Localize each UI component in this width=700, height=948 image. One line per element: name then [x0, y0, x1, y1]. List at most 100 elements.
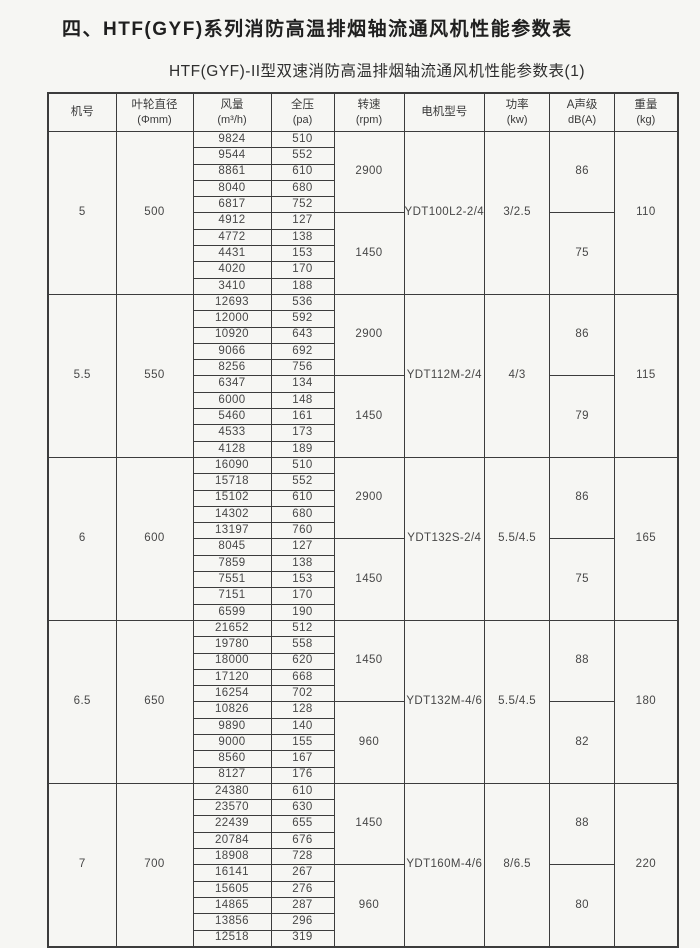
airflow-cell: 10826: [192, 701, 272, 719]
airflow-cell: 12000: [192, 310, 272, 328]
header-label: 电机型号: [421, 106, 468, 119]
impeller-diameter-cell: 500: [115, 131, 194, 295]
airflow-cell: 17120: [192, 668, 272, 687]
airflow-cell: 7859: [192, 554, 272, 573]
impeller-diameter-cell: 700: [115, 782, 194, 948]
airflow-cell: 8256: [192, 359, 272, 377]
header-label: 重量: [634, 98, 658, 111]
pressure-cell: 536: [270, 293, 335, 312]
speed-cell: 2900: [333, 456, 405, 540]
speed-cell: 2900: [333, 293, 405, 377]
pressure-cell: 127: [270, 212, 335, 230]
table-row: 20784 676: [48, 831, 678, 850]
noise-level-cell: 75: [549, 538, 616, 621]
airflow-cell: 24380: [192, 782, 272, 801]
pressure-cell: 140: [270, 717, 335, 735]
table-row: 3410 188: [48, 277, 678, 295]
header-unit: (pa): [292, 113, 313, 126]
weight-cell: 115: [614, 293, 679, 458]
airflow-cell: 16141: [192, 864, 272, 882]
pressure-cell: 552: [270, 473, 335, 491]
table-row: 16254 702: [48, 685, 678, 703]
pressure-cell: 610: [270, 163, 335, 181]
table-body: 5 500 9824 510 2900 YDT100L2-2/4 3/2.5 86 110 954…: [47, 130, 679, 948]
weight-cell: 110: [614, 131, 679, 295]
table-row: 6.5 650 21652 512 1450 YDT132M-4/6 5.5/4.5 88 18…: [47, 619, 679, 784]
pressure-cell: 592: [270, 310, 335, 328]
model-no-cell: 5: [47, 131, 117, 295]
table-row: 4431 153: [48, 245, 678, 263]
pressure-cell: 610: [270, 489, 335, 507]
pressure-cell: 155: [270, 733, 335, 752]
airflow-cell: 4533: [192, 424, 272, 442]
model-no-cell: 6.5: [47, 619, 117, 784]
airflow-cell: 8560: [192, 750, 272, 768]
speed-cell: 2900: [333, 130, 405, 214]
motor-model-cell: YDT160M-4/6: [403, 782, 486, 948]
airflow-cell: 9824: [192, 130, 272, 149]
airflow-cell: 6817: [192, 196, 272, 214]
header-speed: 转速 (rpm): [333, 92, 405, 132]
pressure-cell: 552: [270, 147, 335, 165]
noise-level-cell: 86: [549, 130, 616, 214]
airflow-cell: 12693: [192, 293, 272, 312]
model-no-cell: 5.5: [47, 293, 117, 458]
speed-cell: 960: [333, 864, 405, 948]
power-cell: 4/3: [484, 293, 551, 458]
airflow-cell: 14865: [192, 896, 272, 915]
airflow-cell: 8861: [192, 163, 272, 181]
noise-level-cell: 88: [549, 782, 616, 866]
header-noise-level: A声级 dB(A): [549, 92, 616, 132]
header-unit: (kw): [506, 113, 528, 126]
power-cell: 5.5/4.5: [484, 456, 551, 621]
pressure-cell: 161: [270, 408, 335, 426]
weight-cell: 220: [614, 782, 679, 948]
airflow-cell: 6599: [192, 603, 272, 621]
header-label: 叶轮直径: [131, 98, 178, 111]
pressure-cell: 287: [270, 896, 335, 915]
header-unit: (kg): [636, 113, 656, 126]
impeller-diameter-cell: 650: [115, 619, 194, 784]
speed-cell: 1450: [333, 212, 405, 295]
motor-model-cell: YDT100L2-2/4: [403, 131, 486, 295]
table-row: 8127 176: [48, 766, 678, 784]
table-row: 6000 148: [48, 391, 678, 410]
table-caption: HTF(GYF)-II型双速消防高温排烟轴流通风机性能参数表(1): [168, 63, 586, 80]
pressure-cell: 610: [270, 782, 335, 801]
model-no-cell: 7: [47, 782, 117, 948]
header-model-no: 机号: [47, 92, 117, 132]
pressure-cell: 153: [270, 245, 335, 263]
table-row: 6 600 16090 510 2900 YDT132S-2/4 5.5/4.5 86 165: [47, 456, 679, 621]
airflow-cell: 8045: [192, 538, 272, 556]
airflow-cell: 6000: [192, 391, 272, 410]
airflow-cell: 13197: [192, 522, 272, 540]
page-title: 四、HTF(GYF)系列消防高温排烟轴流通风机性能参数表: [62, 19, 573, 40]
pressure-cell: 692: [270, 342, 335, 361]
table-row: 6347 134 1450 79: [48, 375, 678, 458]
airflow-cell: 3410: [192, 277, 272, 295]
airflow-cell: 15718: [192, 473, 272, 491]
pressure-cell: 127: [270, 538, 335, 556]
table-row: 22439 655: [48, 815, 678, 833]
pressure-cell: 267: [270, 864, 335, 882]
table-row: 9000 155: [48, 733, 678, 752]
airflow-cell: 8040: [192, 179, 272, 198]
airflow-cell: 13856: [192, 913, 272, 931]
model-no-cell: 6: [47, 456, 117, 621]
header-airflow: 风量 (m³/h): [192, 92, 272, 132]
header-unit: (Φmm): [137, 113, 172, 126]
pressure-cell: 190: [270, 603, 335, 621]
header-pressure: 全压 (pa): [270, 92, 335, 132]
noise-level-cell: 80: [549, 864, 616, 948]
table-row: 15605 276: [48, 880, 678, 898]
noise-level-cell: 79: [549, 375, 616, 458]
header-unit: dB(A): [568, 113, 597, 126]
motor-model-cell: YDT132M-4/6: [403, 619, 486, 784]
pressure-cell: 153: [270, 571, 335, 589]
airflow-cell: 10920: [192, 326, 272, 344]
noise-level-cell: 82: [549, 701, 616, 784]
header-label: 风量: [220, 98, 244, 111]
pressure-cell: 680: [270, 505, 335, 524]
noise-level-cell: 75: [549, 212, 616, 295]
pressure-cell: 188: [270, 277, 335, 295]
